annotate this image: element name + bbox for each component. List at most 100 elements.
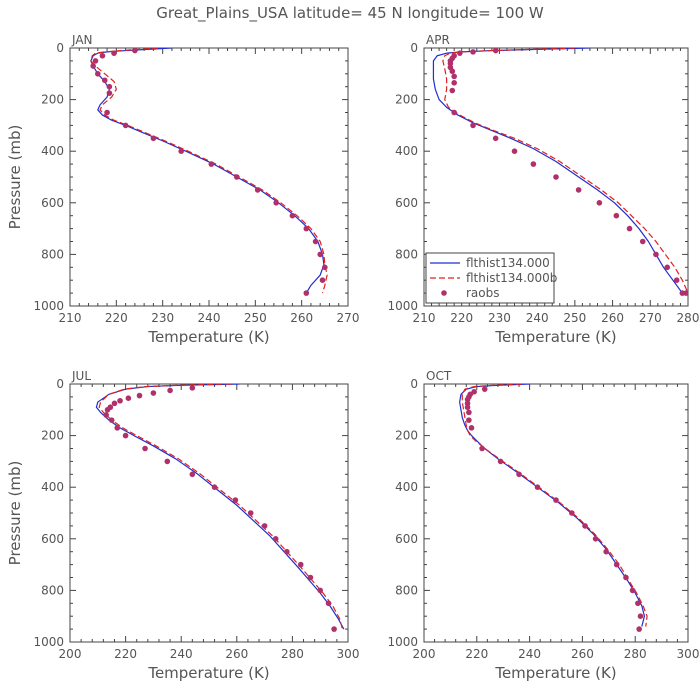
raobs-point xyxy=(569,510,575,516)
x-tick-label: 200 xyxy=(59,647,82,661)
y-tick-label: 400 xyxy=(395,480,418,494)
raobs-point xyxy=(457,50,463,56)
panel-label-apr: APR xyxy=(426,33,450,47)
y-tick-label: 200 xyxy=(395,93,418,107)
raobs-point xyxy=(575,187,582,193)
raobs-point xyxy=(122,122,129,129)
raobs-point xyxy=(111,400,118,407)
x-tick-label: 240 xyxy=(518,647,541,661)
raobs-point xyxy=(664,264,671,271)
raobs-point xyxy=(653,251,659,258)
y-tick-label: 1000 xyxy=(33,635,64,649)
series-line-flthist134-000 xyxy=(95,384,345,630)
raobs-point xyxy=(319,277,326,284)
raobs-point xyxy=(451,73,457,80)
y-tick-label: 200 xyxy=(41,429,64,443)
raobs-point xyxy=(497,458,504,465)
legend-label: raobs xyxy=(466,286,500,300)
y-tick-label: 200 xyxy=(395,429,418,443)
data-layer-apr xyxy=(432,48,688,296)
raobs-point xyxy=(284,548,290,555)
raobs-point xyxy=(122,432,129,439)
raobs-point xyxy=(125,395,132,401)
x-tick-label: 210 xyxy=(413,311,436,325)
x-tick-label: 220 xyxy=(450,311,473,325)
raobs-point xyxy=(103,412,109,418)
x-axis-title-jul: Temperature (K) xyxy=(147,664,269,682)
raobs-point xyxy=(673,277,680,284)
raobs-point xyxy=(95,71,101,77)
x-tick-label: 260 xyxy=(571,647,594,661)
y-tick-label: 0 xyxy=(56,377,64,391)
raobs-point xyxy=(636,626,642,632)
raobs-point xyxy=(464,404,471,411)
x-tick-label: 210 xyxy=(59,311,82,325)
x-tick-label: 240 xyxy=(198,311,221,325)
raobs-point xyxy=(637,613,644,619)
raobs-point xyxy=(449,68,456,75)
raobs-point xyxy=(106,83,113,90)
x-tick-label: 220 xyxy=(105,311,128,325)
raobs-point xyxy=(331,626,337,632)
raobs-point xyxy=(553,497,559,503)
x-tick-label: 260 xyxy=(601,311,624,325)
raobs-point xyxy=(106,90,113,96)
y-tick-label: 200 xyxy=(41,93,64,107)
raobs-point xyxy=(104,109,110,116)
raobs-point xyxy=(189,471,196,478)
series-line-flthist134-000b xyxy=(442,48,688,294)
raobs-point xyxy=(167,387,173,394)
y-tick-label: 800 xyxy=(41,247,64,261)
x-tick-label: 240 xyxy=(170,647,193,661)
raobs-point xyxy=(470,122,476,129)
panel-label-jan: JAN xyxy=(71,33,93,47)
raobs-point xyxy=(613,212,620,219)
raobs-point xyxy=(136,392,143,399)
raobs-point xyxy=(322,264,328,271)
raobs-point xyxy=(623,574,629,581)
x-tick-label: 250 xyxy=(244,311,267,325)
x-tick-label: 280 xyxy=(677,311,700,325)
raobs-point xyxy=(247,510,254,516)
x-tick-label: 240 xyxy=(526,311,549,325)
legend-label: flthist134.000b xyxy=(466,271,557,285)
series-line-flthist134-000 xyxy=(432,48,683,294)
data-layer-jan xyxy=(90,48,328,296)
series-line-flthist134-000b xyxy=(90,48,328,294)
raobs-point xyxy=(254,187,261,193)
raobs-point xyxy=(232,497,239,503)
raobs-point xyxy=(150,390,157,396)
raobs-point xyxy=(447,60,454,67)
x-axis-title-apr: Temperature (K) xyxy=(494,328,616,346)
raobs-point xyxy=(211,484,218,491)
raobs-point xyxy=(451,80,457,86)
panel-jan: JAN 210 220 230 240 250 260 270 0 200 400 600 800 100… xyxy=(6,33,359,346)
raobs-point xyxy=(683,290,688,296)
raobs-point xyxy=(303,290,310,296)
raobs-point xyxy=(451,109,457,116)
raobs-point xyxy=(492,135,499,142)
y-tick-label: 1000 xyxy=(387,635,418,649)
x-tick-label: 270 xyxy=(337,311,360,325)
y-tick-label: 800 xyxy=(395,247,418,261)
raobs-point xyxy=(104,407,111,413)
x-tick-label: 230 xyxy=(151,311,174,325)
raobs-point xyxy=(466,417,472,423)
raobs-point xyxy=(534,484,541,491)
raobs-point xyxy=(582,523,588,529)
x-tick-label: 220 xyxy=(465,647,488,661)
raobs-point xyxy=(492,48,499,54)
y-tick-label: 600 xyxy=(41,532,64,546)
x-tick-label: 220 xyxy=(114,647,137,661)
x-tick-label: 230 xyxy=(488,311,511,325)
x-tick-label: 270 xyxy=(639,311,662,325)
legend-box xyxy=(425,252,555,304)
y-tick-label: 0 xyxy=(410,377,418,391)
raobs-point xyxy=(273,200,279,206)
raobs-point xyxy=(132,48,138,54)
y-tick-label: 800 xyxy=(395,583,418,597)
y-tick-label: 600 xyxy=(395,532,418,546)
raobs-point xyxy=(553,174,559,180)
panel-apr: APR 210 220 230 240 250 260 270 280 0 200 400 600 800… xyxy=(387,33,699,346)
